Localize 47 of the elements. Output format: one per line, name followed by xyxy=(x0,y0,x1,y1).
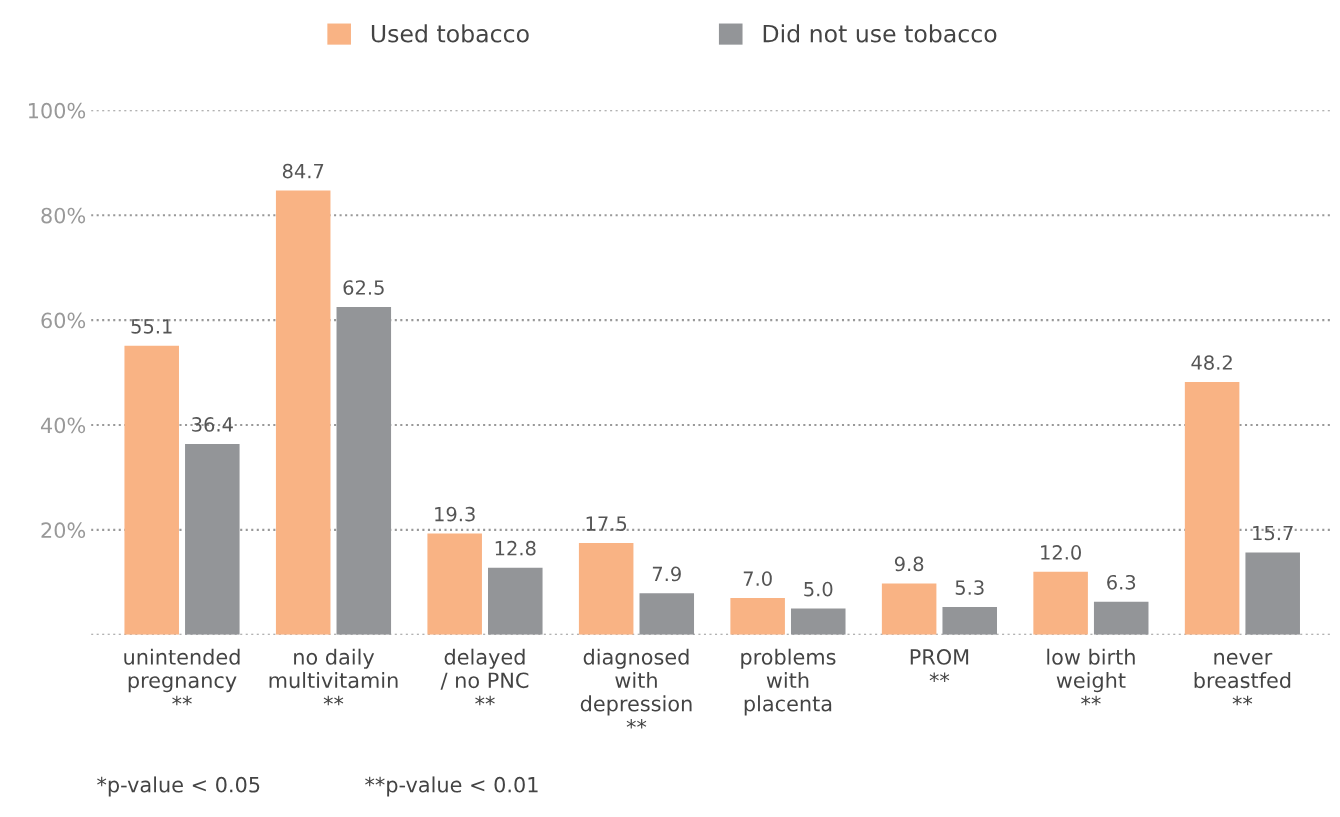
x-tick-label: delayed / no PNC ** xyxy=(440,648,529,706)
text: *p-value < 0.05 xyxy=(97,776,260,797)
bar xyxy=(1093,601,1149,635)
x-tick-label: problems with placenta xyxy=(741,648,836,716)
data-label: 12.0 xyxy=(1041,545,1081,560)
y-tick-label: 40% xyxy=(40,417,86,434)
data-label: 55.1 xyxy=(131,319,172,334)
bar xyxy=(790,608,846,635)
x-tick-label: PROM ** xyxy=(910,649,969,682)
bar xyxy=(578,543,634,635)
bar xyxy=(881,583,937,635)
data-label: 5.0 xyxy=(804,581,833,597)
x-tick-label: diagnosed with depression ** xyxy=(580,648,692,729)
bar xyxy=(1033,571,1088,635)
data-label: 19.3 xyxy=(435,506,475,522)
y-tick-label: 20% xyxy=(41,522,86,539)
bar xyxy=(1184,381,1240,635)
data-label: 5.3 xyxy=(955,580,984,595)
data-label: 7.0 xyxy=(743,571,772,586)
text: **p-value < 0.01 xyxy=(365,776,538,797)
y-tick-label: 80% xyxy=(41,207,86,224)
data-label: 36.4 xyxy=(192,417,233,432)
data-label: 9.8 xyxy=(894,556,924,572)
y-tick-label: 60% xyxy=(41,312,86,329)
data-label: 6.3 xyxy=(1107,574,1136,590)
bar xyxy=(124,345,179,635)
x-tick-label: unintended pregnancy ** xyxy=(124,648,240,706)
bar xyxy=(730,598,785,635)
x-tick-label: no daily multivitamin ** xyxy=(269,648,398,706)
data-label: 62.5 xyxy=(343,280,384,295)
y-tick-label: 100% xyxy=(28,102,86,119)
data-label: 15.7 xyxy=(1253,525,1293,541)
data-label: 17.5 xyxy=(586,516,627,531)
legend-label: Did not use tobacco xyxy=(763,24,997,43)
bar xyxy=(275,190,331,635)
data-label: 7.9 xyxy=(652,566,681,582)
x-tick-label: low birth weight ** xyxy=(1047,648,1135,706)
bar xyxy=(427,533,482,635)
bar xyxy=(639,593,695,635)
legend-label: Used tobacco xyxy=(371,24,529,43)
data-label: 48.2 xyxy=(1191,355,1232,370)
bar xyxy=(942,607,997,635)
bar xyxy=(1245,552,1300,635)
bar xyxy=(488,567,543,635)
x-tick-label: never breastfed ** xyxy=(1194,652,1291,706)
data-label: 84.7 xyxy=(282,163,324,179)
data-label: 12.8 xyxy=(495,540,536,556)
